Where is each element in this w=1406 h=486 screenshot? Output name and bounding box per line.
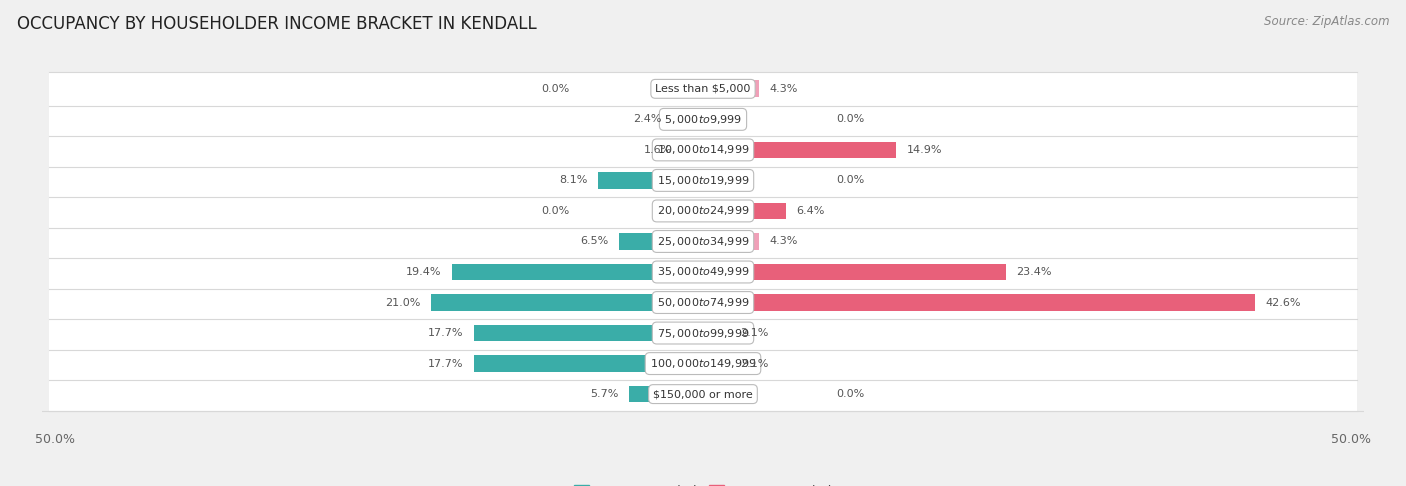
Text: OCCUPANCY BY HOUSEHOLDER INCOME BRACKET IN KENDALL: OCCUPANCY BY HOUSEHOLDER INCOME BRACKET … [17,15,537,33]
Text: 21.0%: 21.0% [385,297,420,308]
Bar [451,263,703,280]
Bar [703,325,730,342]
Text: 0.0%: 0.0% [837,114,865,124]
FancyBboxPatch shape [49,103,1357,136]
Bar [703,233,759,250]
Text: 1.6%: 1.6% [644,145,672,155]
Text: 42.6%: 42.6% [1265,297,1301,308]
Bar [598,172,703,189]
Text: 0.0%: 0.0% [837,175,865,186]
FancyBboxPatch shape [49,194,1357,228]
Bar [703,263,1007,280]
FancyBboxPatch shape [49,377,1357,411]
Text: 2.1%: 2.1% [741,359,769,368]
Bar [474,325,703,342]
Bar [703,203,786,219]
Text: $75,000 to $99,999: $75,000 to $99,999 [657,327,749,340]
Text: $15,000 to $19,999: $15,000 to $19,999 [657,174,749,187]
Text: 0.0%: 0.0% [541,206,569,216]
Bar [672,111,703,128]
Text: 23.4%: 23.4% [1017,267,1052,277]
Text: $20,000 to $24,999: $20,000 to $24,999 [657,205,749,217]
FancyBboxPatch shape [49,347,1357,381]
FancyBboxPatch shape [49,133,1357,167]
Text: 0.0%: 0.0% [541,84,569,94]
FancyBboxPatch shape [49,286,1357,319]
Legend: Owner-occupied, Renter-occupied: Owner-occupied, Renter-occupied [568,480,838,486]
Bar [703,294,1256,311]
Text: 0.0%: 0.0% [837,389,865,399]
Text: $10,000 to $14,999: $10,000 to $14,999 [657,143,749,156]
Bar [703,81,759,97]
Text: $5,000 to $9,999: $5,000 to $9,999 [664,113,742,126]
Text: 2.4%: 2.4% [633,114,662,124]
Text: $100,000 to $149,999: $100,000 to $149,999 [650,357,756,370]
FancyBboxPatch shape [49,164,1357,197]
Text: 14.9%: 14.9% [907,145,942,155]
Text: 6.4%: 6.4% [796,206,825,216]
Text: $150,000 or more: $150,000 or more [654,389,752,399]
Text: $50,000 to $74,999: $50,000 to $74,999 [657,296,749,309]
Text: 5.7%: 5.7% [591,389,619,399]
Text: 2.1%: 2.1% [741,328,769,338]
Text: 4.3%: 4.3% [769,84,797,94]
Bar [703,141,896,158]
Text: Less than $5,000: Less than $5,000 [655,84,751,94]
Text: 17.7%: 17.7% [427,328,464,338]
Bar [628,386,703,402]
Text: $35,000 to $49,999: $35,000 to $49,999 [657,265,749,278]
Bar [430,294,703,311]
FancyBboxPatch shape [49,255,1357,289]
Bar [474,355,703,372]
Text: Source: ZipAtlas.com: Source: ZipAtlas.com [1264,15,1389,28]
Bar [682,141,703,158]
Text: $25,000 to $34,999: $25,000 to $34,999 [657,235,749,248]
FancyBboxPatch shape [49,72,1357,105]
FancyBboxPatch shape [49,316,1357,350]
Text: 8.1%: 8.1% [560,175,588,186]
FancyBboxPatch shape [49,225,1357,258]
Text: 17.7%: 17.7% [427,359,464,368]
Text: 19.4%: 19.4% [406,267,441,277]
Bar [619,233,703,250]
Text: 6.5%: 6.5% [581,237,609,246]
Text: 4.3%: 4.3% [769,237,797,246]
Bar [703,355,730,372]
